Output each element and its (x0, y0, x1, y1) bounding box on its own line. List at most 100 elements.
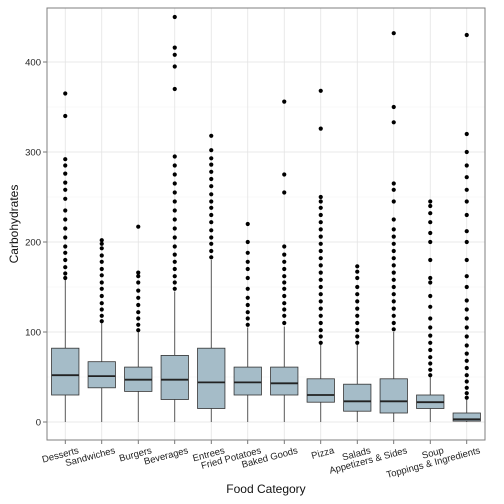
outlier-point (245, 259, 250, 264)
outlier-point (428, 361, 433, 366)
outlier-point (172, 172, 177, 177)
outlier-point (209, 241, 214, 246)
outlier-point (209, 176, 214, 182)
y-axis: 0 100 200 300 400 (25, 58, 47, 429)
outlier-point (318, 194, 323, 200)
outlier-point (428, 220, 433, 225)
outlier-point (136, 316, 141, 321)
outlier-point (172, 14, 177, 20)
outlier-point (464, 163, 469, 168)
outlier-point (464, 325, 469, 330)
outlier-point (136, 270, 141, 275)
outlier-point (464, 385, 469, 390)
outlier-point (99, 246, 104, 251)
outlier-point (355, 306, 360, 311)
outlier-point (172, 235, 177, 240)
outlier-point (172, 244, 177, 249)
outlier-point (209, 205, 214, 210)
outlier-point (355, 269, 360, 274)
plot-panel (47, 8, 485, 440)
outlier-point (63, 257, 68, 263)
box-iqr (197, 347, 226, 409)
outlier-point (355, 264, 360, 269)
box-iqr (452, 412, 481, 422)
box-iqr (87, 361, 116, 389)
outlier-point (428, 199, 433, 204)
outlier-point (209, 156, 214, 161)
box-toppings-ingredients (452, 32, 481, 422)
box-salads (343, 264, 372, 422)
box-soup (416, 199, 445, 422)
outlier-point (464, 358, 469, 363)
outlier-point (209, 199, 214, 204)
outlier-point (209, 255, 214, 260)
outlier-point (245, 221, 250, 227)
outlier-point (391, 248, 396, 254)
outlier-point (282, 274, 287, 279)
outlier-point (282, 320, 287, 326)
outlier-point (209, 220, 214, 225)
outlier-point (63, 235, 68, 240)
outlier-point (245, 286, 250, 291)
outlier-point (391, 31, 396, 36)
outlier-point (318, 248, 323, 254)
outlier-point (318, 320, 323, 326)
outlier-point (245, 266, 250, 272)
outlier-point (318, 334, 323, 339)
outlier-point (172, 199, 177, 204)
outlier-point (63, 217, 68, 222)
outlier-point (428, 316, 433, 321)
outlier-point (209, 184, 214, 189)
outlier-point (99, 259, 104, 264)
outlier-point (318, 199, 323, 204)
outlier-point (318, 241, 323, 246)
outlier-point (282, 190, 287, 195)
outlier-point (209, 133, 214, 138)
outlier-point (99, 238, 104, 243)
outlier-point (99, 280, 104, 285)
y-tick-label: 300 (25, 148, 41, 159)
y-tick-label: 200 (25, 238, 41, 249)
outlier-point (63, 180, 68, 185)
outlier-point (282, 280, 287, 285)
outlier-point (428, 293, 433, 299)
outlier-point (99, 313, 104, 318)
outlier-point (391, 227, 396, 232)
outlier-point (391, 199, 396, 204)
outlier-point (318, 299, 323, 304)
outlier-point (428, 203, 433, 209)
outlier-point (391, 292, 396, 297)
outlier-point (99, 241, 104, 246)
outlier-point (282, 259, 287, 264)
outlier-point (209, 212, 214, 218)
box-entrees (197, 133, 226, 422)
outlier-point (464, 365, 469, 371)
outlier-point (136, 295, 141, 300)
outlier-point (318, 88, 323, 93)
outlier-point (63, 163, 68, 168)
box-iqr (51, 347, 80, 396)
outlier-point (428, 333, 433, 338)
outlier-point (464, 175, 469, 180)
outlier-point (172, 181, 177, 186)
outlier-point (282, 313, 287, 318)
outlier-point (428, 275, 433, 281)
outlier-point (428, 325, 433, 330)
outlier-point (428, 367, 433, 372)
outlier-point (464, 212, 469, 218)
outlier-point (355, 292, 360, 297)
outlier-point (136, 224, 141, 229)
outlier-point (318, 212, 323, 218)
outlier-point (428, 304, 433, 309)
outlier-point (245, 295, 250, 300)
outlier-point (63, 113, 68, 119)
box-fried-potatoes (233, 221, 262, 422)
outlier-point (464, 307, 469, 312)
outlier-point (172, 274, 177, 279)
outlier-point (318, 270, 323, 275)
outlier-point (391, 306, 396, 311)
box-desserts (51, 91, 80, 422)
outlier-point (172, 286, 177, 291)
outlier-point (99, 253, 104, 258)
